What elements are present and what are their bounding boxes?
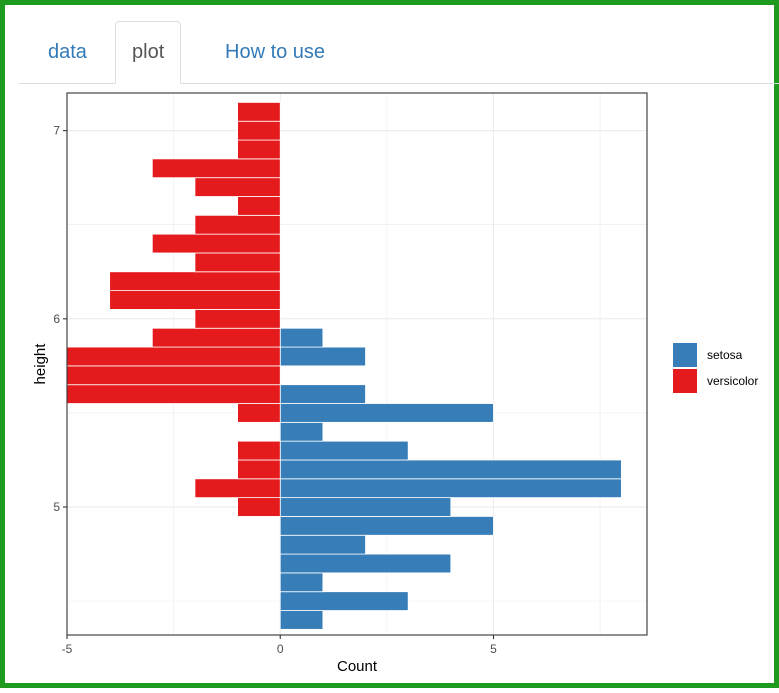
setosa-bar [279,572,324,593]
histogram-chart: 5 6 7 -5 0 5 Count height setosa versicolor [32,92,758,675]
versicolor-bar [237,120,281,141]
x-tick-label: 5 [490,642,497,656]
legend-key-versicolor [673,369,697,393]
setosa-bar [279,516,494,536]
versicolor-bar [151,233,281,254]
versicolor-bar [109,271,281,292]
legend-key-setosa [673,343,697,367]
plot-border [66,92,648,636]
setosa-bar [279,459,622,480]
versicolor-bar [237,440,281,461]
versicolor-bar [194,478,281,499]
x-tick-label: -5 [62,642,73,656]
versicolor-bar [237,459,281,480]
setosa-bar [279,553,452,574]
versicolor-bar [194,252,281,273]
versicolor-bar [237,497,281,517]
versicolor-bar [237,139,281,160]
setosa-bar [279,403,494,423]
x-tick-label: 0 [277,642,284,656]
versicolor-bar [66,346,281,367]
tab-plot[interactable]: plot [115,21,182,84]
setosa-bar [279,346,366,367]
versicolor-bar [151,327,281,348]
versicolor-bar [237,403,281,423]
setosa-bar [279,421,324,442]
y-axis: 5 6 7 [53,124,67,514]
tab-bar: data plot How to use [19,17,779,84]
x-axis: -5 0 5 [62,635,497,656]
setosa-bar [279,610,324,630]
y-tick-label: 6 [53,312,60,326]
setosa-bar [279,478,622,499]
y-axis-label: height [32,343,49,385]
versicolor-bar [66,365,281,386]
setosa-bar [279,591,409,611]
versicolor-bar [237,102,281,122]
versicolor-bar [194,177,281,197]
versicolor-bar [66,384,281,404]
versicolor-bar [194,309,281,329]
bars [66,102,622,630]
setosa-bar [279,327,324,348]
y-tick-label: 7 [53,124,60,138]
versicolor-bar [237,196,281,216]
legend: setosa versicolor [673,343,758,393]
x-axis-label: Count [337,658,378,675]
legend-label-setosa: setosa [707,348,743,362]
y-tick-label: 5 [53,500,60,514]
versicolor-bar [194,214,281,235]
versicolor-bar [151,158,281,179]
setosa-bar [279,534,366,555]
tab-how-to-use[interactable]: How to use [225,41,326,63]
setosa-bar [279,440,409,461]
tab-data[interactable]: data [48,41,87,63]
setosa-bar [279,497,452,517]
versicolor-bar [109,290,281,310]
setosa-bar [279,384,366,404]
legend-label-versicolor: versicolor [707,374,758,388]
